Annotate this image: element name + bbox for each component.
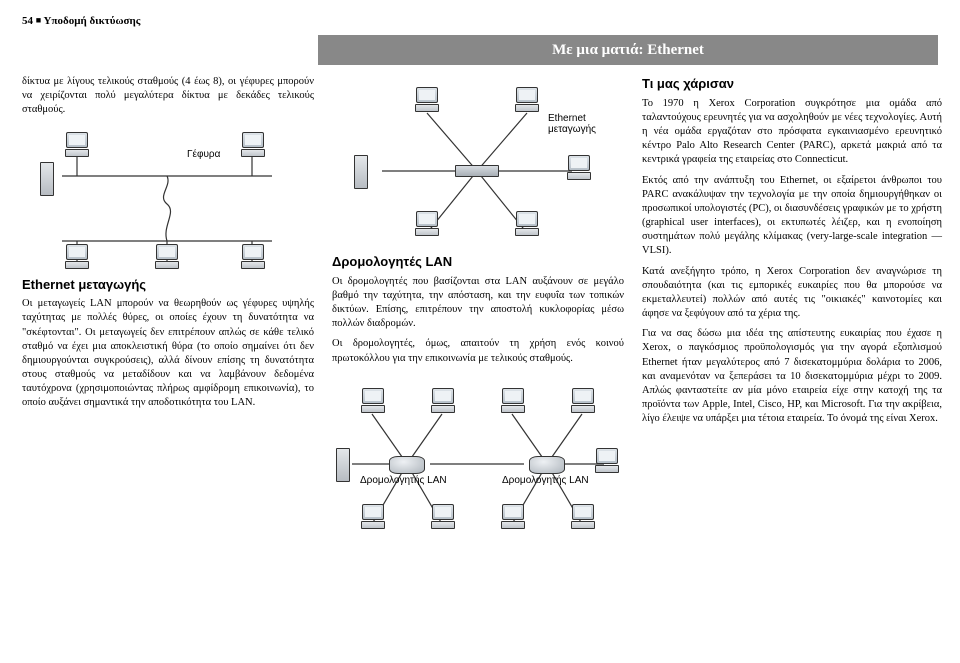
switch-label: Ethernet μεταγωγής <box>548 113 620 135</box>
column-middle: Ethernet μεταγωγής Δρομολογητές LAN Οι δ… <box>332 75 624 554</box>
computer-icon <box>428 388 458 416</box>
computer-icon <box>512 211 542 239</box>
router-l-label: Δρομολογητής LAN <box>360 474 447 488</box>
paragraph-routers-2: Οι δρομολογητές, όμως, απαιτούν τη χρήση… <box>332 337 624 365</box>
bridge-label: Γέφυρα <box>187 148 220 162</box>
heading-sidebar: Τι μας χάρισαν <box>642 75 942 93</box>
diagram-routers: Δρομολογητής LAN Δρομολογητής LAN <box>332 374 624 544</box>
computer-icon <box>498 388 528 416</box>
computer-icon <box>412 211 442 239</box>
intro-paragraph: δίκτυα με λίγους τελικούς σταθμούς (4 έω… <box>22 75 314 118</box>
computer-icon <box>568 388 598 416</box>
column-left: δίκτυα με λίγους τελικούς σταθμούς (4 έω… <box>22 75 314 554</box>
computer-icon <box>512 87 542 115</box>
router-icon <box>389 456 425 474</box>
sidebar-p1: Το 1970 η Xerox Corporation συγκρότησε μ… <box>642 97 942 168</box>
title-banner: Με μια ματιά: Ethernet <box>318 35 938 65</box>
page-number: 54 <box>22 15 33 27</box>
heading-routers: Δρομολογητές LAN <box>332 253 624 271</box>
computer-icon <box>428 504 458 532</box>
computer-icon <box>152 244 182 272</box>
computer-icon <box>238 244 268 272</box>
diagram-bridge: Γέφυρα <box>22 126 314 266</box>
computer-icon <box>568 504 598 532</box>
heading-ethernet-switch: Ethernet μεταγωγής <box>22 276 314 294</box>
sidebar-p2: Εκτός από την ανάπτυξη του Ethernet, οι … <box>642 174 942 259</box>
computer-icon <box>358 388 388 416</box>
header-square: ■ <box>36 15 41 25</box>
column-right: Τι μας χάρισαν Το 1970 η Xerox Corporati… <box>642 75 942 554</box>
computer-icon <box>62 244 92 272</box>
router-icon <box>529 456 565 474</box>
switch-icon <box>455 165 499 177</box>
tower-icon <box>40 162 54 196</box>
title-text: Με μια ματιά: Ethernet <box>552 42 704 58</box>
computer-icon <box>564 155 594 183</box>
diagram-switch: Ethernet μεταγωγής <box>332 83 624 243</box>
sidebar-p3: Κατά ανεξήγητο τρόπο, η Xerox Corporatio… <box>642 265 942 322</box>
computer-icon <box>358 504 388 532</box>
computer-icon <box>412 87 442 115</box>
computer-icon <box>498 504 528 532</box>
columns: δίκτυα με λίγους τελικούς σταθμούς (4 έω… <box>22 75 938 554</box>
computer-icon <box>62 132 92 160</box>
tower-icon <box>336 448 350 482</box>
paragraph-switch: Οι μεταγωγείς LAN μπορούν να θεωρηθούν ω… <box>22 297 314 410</box>
sidebar-p4: Για να σας δώσω μια ιδέα της απίστευτης … <box>642 327 942 426</box>
tower-icon <box>354 155 368 189</box>
computer-icon <box>238 132 268 160</box>
router-r-label: Δρομολογητής LAN <box>502 474 589 488</box>
computer-icon <box>592 448 622 476</box>
page-header: 54 ■ Υποδομή δικτύωσης <box>22 14 938 29</box>
paragraph-routers-1: Οι δρομολογητές που βασίζονται στα LAN α… <box>332 275 624 332</box>
page-header-text: Υποδομή δικτύωσης <box>44 15 141 27</box>
